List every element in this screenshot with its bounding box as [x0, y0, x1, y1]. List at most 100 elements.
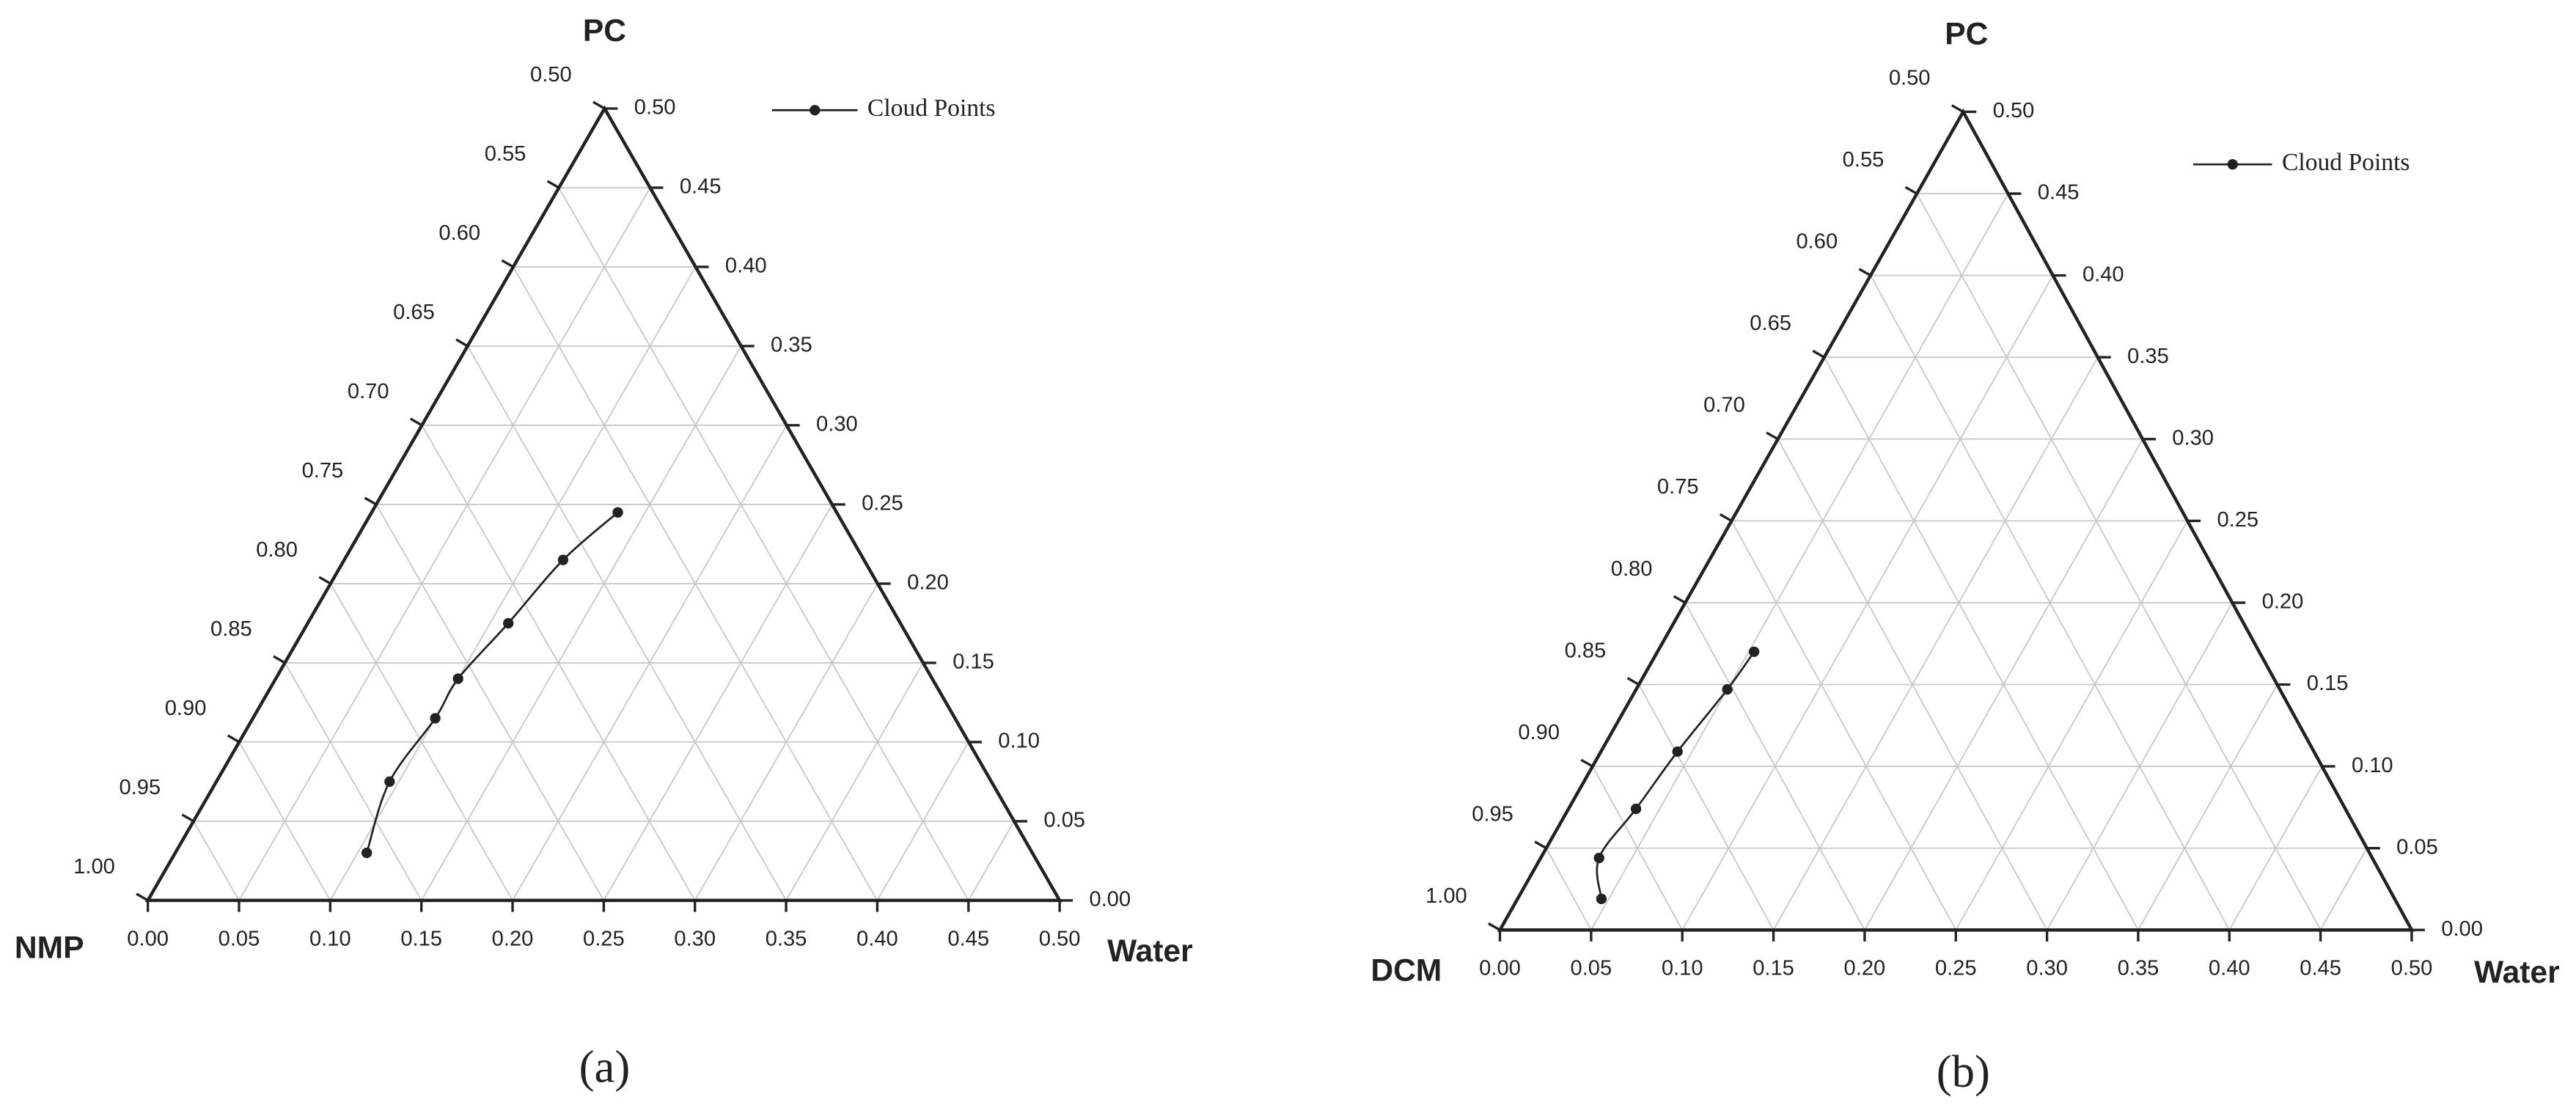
tick-mark	[455, 338, 469, 348]
z-tick-label: 0.50	[530, 63, 572, 87]
x-tick-label: 0.10	[309, 927, 351, 950]
z-tick-label: 0.80	[256, 538, 298, 562]
z-tick-label: 1.00	[1425, 884, 1467, 908]
x-tick-label: 0.25	[1935, 957, 1977, 980]
grid-line	[2319, 848, 2368, 931]
y-tick-label: 0.15	[2307, 672, 2349, 695]
tick-mark	[592, 100, 606, 110]
grid-line	[284, 662, 422, 901]
tick-mark	[1719, 513, 1733, 522]
x-tick-label: 0.45	[2300, 957, 2341, 980]
z-tick-label: 0.50	[1889, 66, 1931, 89]
corner-label: Water	[2474, 955, 2560, 990]
triangle-frame	[1497, 108, 2415, 932]
z-tick-label: 0.75	[1657, 475, 1699, 499]
data-point	[361, 847, 373, 859]
series-line	[365, 511, 619, 854]
tick-mark	[1858, 268, 1871, 277]
grid-line	[1823, 356, 2139, 931]
z-tick-label: 0.80	[1611, 557, 1653, 581]
grid-line	[603, 504, 833, 901]
grid-line	[238, 187, 651, 901]
ternary-plot: 0.00 0.05 0.10 0.15 0.20 0.25 0.30 0.35 0.40 0.45…	[1370, 17, 2559, 1097]
data-point	[557, 554, 569, 565]
x-tick-label: 0.05	[1571, 957, 1612, 980]
corner-label: NMP	[15, 930, 84, 965]
ternary-plot: 0.00 0.05 0.10 0.15 0.20 0.25 0.30 0.35 0.40 0.45…	[15, 13, 1193, 1092]
y-tick-label: 0.40	[2083, 263, 2124, 286]
tick-mark	[227, 734, 241, 744]
y-tick-label: 0.15	[953, 650, 994, 674]
y-tick-label: 0.10	[2352, 754, 2393, 777]
tick-mark	[1534, 840, 1547, 850]
x-tick-label: 0.45	[947, 927, 989, 950]
tick-mark	[1488, 922, 1501, 931]
grid-line	[1772, 356, 2099, 931]
legend-label: Cloud Points	[867, 95, 996, 122]
tick-mark	[1766, 431, 1779, 441]
grid-line	[420, 345, 742, 901]
tick-mark	[1626, 677, 1640, 686]
z-tick-label: 0.85	[210, 617, 252, 641]
tick-mark	[1951, 104, 1964, 113]
grid-line	[785, 662, 924, 901]
x-tick-label: 0.35	[766, 927, 807, 950]
data-point	[1630, 803, 1642, 815]
z-tick-label: 1.00	[73, 855, 115, 878]
z-tick-label: 0.85	[1565, 639, 1607, 662]
x-tick-label: 0.15	[1753, 957, 1794, 980]
legend-marker	[2227, 159, 2238, 170]
grid-line	[1916, 193, 2322, 931]
grid-line	[558, 187, 969, 901]
x-tick-label: 0.35	[2118, 957, 2159, 980]
z-tick-label: 0.95	[1472, 803, 1513, 826]
data-point	[384, 776, 395, 788]
grid-line	[513, 266, 878, 901]
tick-mark	[181, 813, 194, 823]
apex-label: PC	[1945, 17, 1988, 52]
grid-line	[2138, 684, 2278, 931]
z-tick-label: 0.60	[1796, 230, 1838, 254]
grid-line	[1870, 275, 2231, 931]
data-point	[452, 673, 463, 684]
x-tick-label: 0.25	[583, 927, 625, 950]
x-tick-label: 0.30	[674, 927, 716, 950]
data-point	[503, 617, 514, 629]
y-tick-label: 0.30	[2172, 426, 2214, 450]
grid-line	[193, 821, 240, 901]
z-tick-label: 0.70	[348, 380, 389, 403]
y-tick-label: 0.05	[2396, 835, 2438, 859]
z-tick-label: 0.55	[1843, 148, 1885, 172]
z-tick-label: 0.60	[438, 221, 480, 245]
tick-mark	[1673, 595, 1687, 604]
y-tick-label: 0.35	[771, 334, 812, 357]
y-tick-label: 0.35	[2127, 345, 2169, 368]
tick-mark	[409, 417, 423, 427]
tick-mark	[136, 892, 149, 902]
x-tick-label: 0.15	[400, 927, 442, 950]
y-tick-label: 0.25	[862, 492, 903, 516]
y-tick-label: 0.50	[634, 96, 676, 120]
grid-line	[1684, 602, 1865, 931]
y-tick-label: 0.50	[1993, 99, 2035, 122]
z-tick-label: 0.90	[1518, 721, 1560, 744]
grid-line	[1731, 520, 1957, 931]
tick-mark	[501, 259, 514, 268]
grid-line	[1777, 439, 2048, 931]
x-tick-label: 0.40	[856, 927, 898, 950]
z-tick-label: 0.90	[165, 697, 207, 720]
panel-label: (a)	[579, 1041, 631, 1092]
y-tick-label: 0.10	[998, 730, 1040, 753]
y-tick-label: 0.45	[680, 175, 722, 199]
y-tick-label: 0.20	[2262, 590, 2304, 614]
x-tick-label: 0.00	[1479, 957, 1521, 980]
tick-mark	[1580, 758, 1593, 768]
grid-line	[967, 821, 1015, 901]
y-tick-label: 0.05	[1043, 809, 1085, 832]
grid-line	[421, 425, 696, 901]
tick-mark	[273, 655, 286, 664]
data-point	[430, 713, 441, 724]
y-tick-label: 0.00	[2441, 917, 2483, 941]
z-tick-label: 0.65	[393, 301, 435, 324]
